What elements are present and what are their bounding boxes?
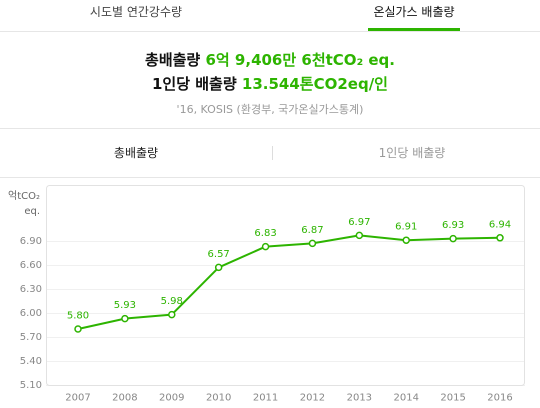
data-label: 6.97 [348, 217, 370, 228]
y-tick-label: 5.70 [20, 332, 42, 343]
data-point [496, 234, 504, 242]
plot-frame [46, 185, 525, 386]
chart-svg: 5.10 5.40 5.70 6.00 6.30 6.60 6.90 5.80 5.93 5.98… [20, 185, 525, 404]
subtab-divider [272, 146, 273, 160]
tab-precipitation[interactable]: 시도별 연간강수량 [0, 0, 272, 31]
y-tick-label: 6.60 [20, 260, 42, 271]
data-label: 6.83 [254, 228, 276, 239]
total-emission-label: 총배출량 [145, 51, 201, 69]
subtab-total-emission[interactable]: 총배출량 [113, 146, 159, 160]
data-point [308, 239, 317, 248]
total-emission-value: 6억 9,406만 6천tCO₂ eq. [205, 51, 395, 69]
x-tick-label: 2009 [159, 393, 184, 404]
data-label: 5.93 [114, 300, 136, 311]
y-tick-label: 6.00 [20, 308, 42, 319]
x-tick-label: 2012 [300, 393, 325, 404]
data-point [449, 234, 457, 243]
data-label: 6.91 [395, 222, 417, 233]
x-tick-label: 2008 [112, 393, 137, 404]
data-point [121, 314, 129, 323]
chart-tabs: 총배출량 1인당 배출량 [0, 128, 540, 178]
series-line [77, 234, 501, 330]
x-tick-label: 2014 [393, 393, 418, 404]
total-emission-line: 총배출량 6억 9,406만 6천tCO₂ eq. [0, 48, 540, 72]
subtab-per-capita[interactable]: 1인당 배출량 [378, 146, 446, 160]
per-capita-label: 1인당 배출량 [152, 75, 237, 93]
data-point [74, 325, 82, 333]
x-tick-label: 2010 [206, 393, 231, 404]
tab-label: 시도별 연간강수량 [89, 5, 183, 19]
y-tick-label: 5.40 [20, 356, 42, 367]
data-label: 5.80 [67, 311, 89, 322]
data-point [355, 231, 364, 240]
x-tick-label: 2013 [347, 393, 372, 404]
data-point [168, 310, 176, 319]
per-capita-value: 13.544톤CO2eq/인 [241, 75, 388, 93]
data-point [261, 242, 270, 251]
data-point [214, 263, 223, 272]
y-tick-label: 6.30 [20, 284, 42, 295]
emission-chart: 억tCO₂ eq. 5.10 5.40 5.70 6.00 6.30 6.60 6.90 5.… [0, 178, 540, 408]
per-capita-line: 1인당 배출량 13.544톤CO2eq/인 [0, 72, 540, 96]
data-label: 5.98 [161, 296, 183, 307]
data-point [402, 236, 410, 244]
y-tick-label: 5.10 [20, 380, 42, 391]
main-tabs: 시도별 연간강수량 온실가스 배출량 [0, 0, 540, 32]
data-label: 6.93 [442, 220, 464, 231]
x-tick-label: 2015 [440, 393, 465, 404]
y-tick-label: 6.90 [20, 236, 42, 247]
x-tick-label: 2007 [65, 393, 90, 404]
data-label: 6.94 [489, 219, 511, 230]
tab-greenhouse-gas[interactable]: 온실가스 배출량 [288, 0, 540, 31]
x-tick-label: 2011 [253, 393, 278, 404]
data-label: 6.57 [208, 249, 230, 260]
tab-label: 온실가스 배출량 [368, 0, 460, 31]
y-axis-unit-label: 억tCO₂ eq. [8, 191, 40, 217]
x-tick-label: 2016 [487, 393, 512, 404]
summary-panel: 총배출량 6억 9,406만 6천tCO₂ eq. 1인당 배출량 13.544… [0, 32, 540, 128]
source-note: '16, KOSIS (환경부, 국가온실가스통계) [176, 103, 364, 116]
data-label: 6.87 [301, 225, 323, 236]
